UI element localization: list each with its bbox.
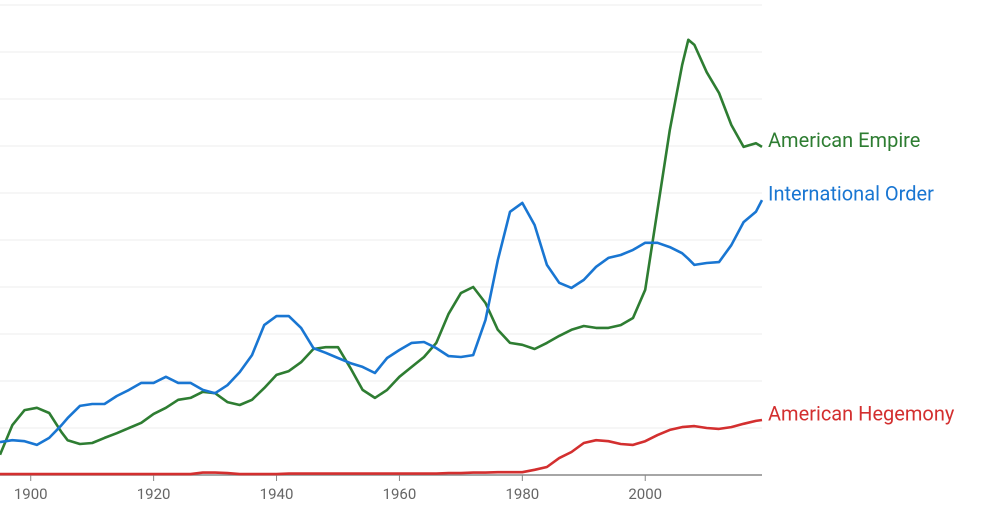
series-line [0, 38, 763, 456]
x-tick-label: 1960 [383, 485, 417, 503]
x-tick-label: 1940 [260, 485, 294, 503]
x-tick-label: 1980 [505, 485, 539, 503]
series-label: American Empire [768, 128, 920, 152]
series-line [0, 418, 763, 476]
series-label: International Order [768, 181, 934, 205]
series-line [0, 199, 764, 447]
x-tick-label: 2000 [628, 485, 662, 503]
x-tick-label: 1920 [137, 485, 171, 503]
x-tick-label: 1900 [14, 485, 48, 503]
series-label: American Hegemony [768, 401, 955, 425]
